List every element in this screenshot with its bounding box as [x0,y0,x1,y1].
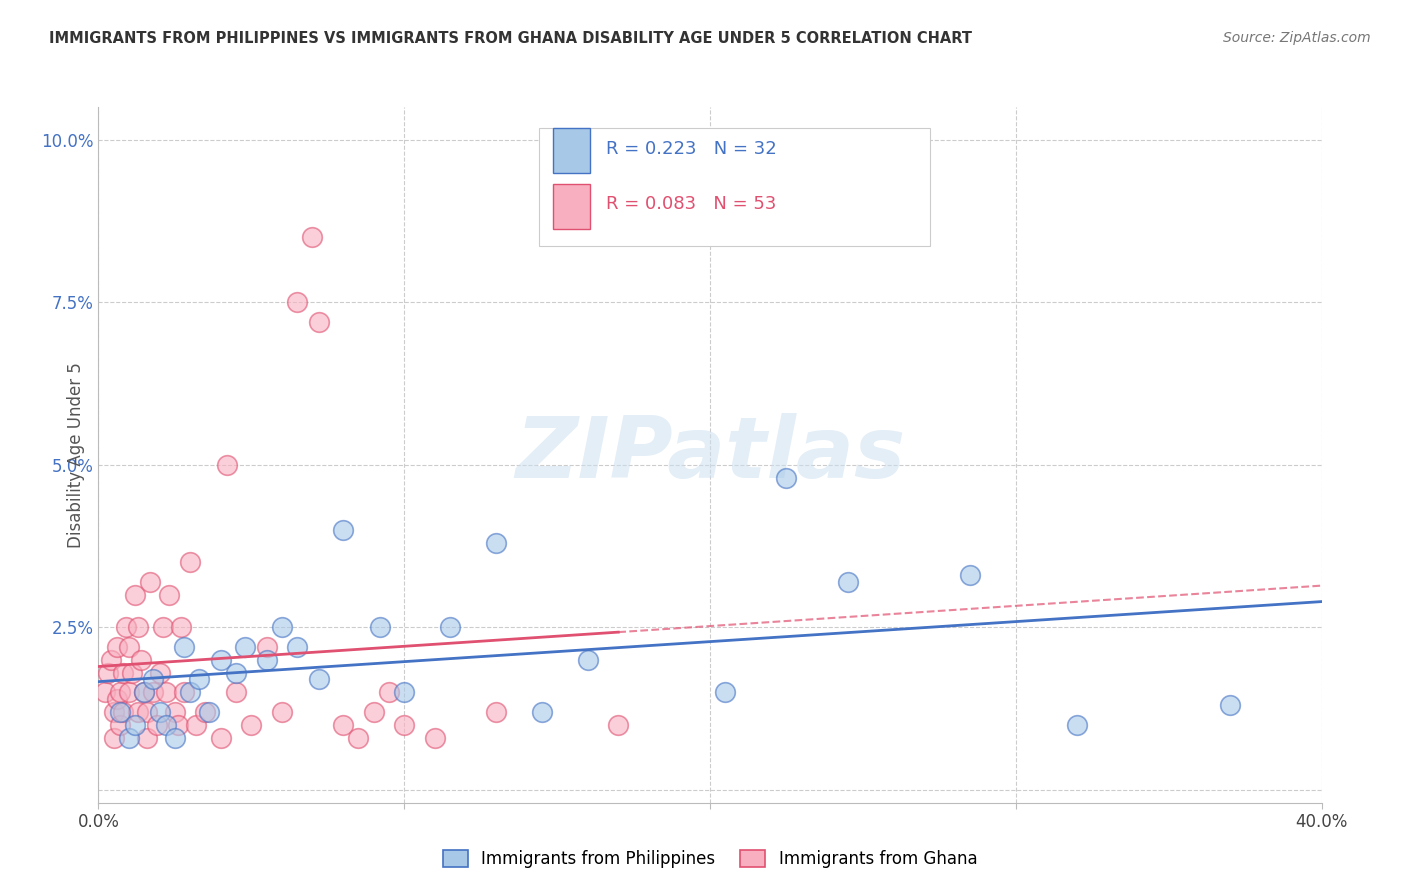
Text: ZIPatlas: ZIPatlas [515,413,905,497]
Point [959,568,981,582]
Point [225,685,247,699]
Point [155,685,177,699]
Point [439,620,461,634]
Point [136,705,159,719]
Point [118,731,141,745]
Point [240,718,263,732]
Point [485,535,508,549]
Point [127,620,149,634]
Point [308,315,330,329]
Point [142,672,165,686]
Point [837,574,859,589]
Point [285,640,308,654]
Point [423,731,446,745]
Point [209,731,232,745]
Point [136,731,159,745]
Point [134,685,156,699]
Point [152,620,174,634]
Point [363,705,385,719]
Point [145,718,167,732]
Point [121,665,143,680]
Point [194,705,217,719]
Point [256,640,278,654]
Point [129,653,152,667]
Point [157,588,180,602]
Point [100,653,122,667]
Point [108,685,131,699]
Point [714,685,737,699]
FancyBboxPatch shape [554,184,591,229]
Point [163,731,186,745]
FancyBboxPatch shape [554,128,591,173]
Text: IMMIGRANTS FROM PHILIPPINES VS IMMIGRANTS FROM GHANA DISABILITY AGE UNDER 5 CORR: IMMIGRANTS FROM PHILIPPINES VS IMMIGRANT… [49,31,972,46]
Point [392,685,416,699]
Point [111,665,134,680]
Legend: Immigrants from Philippines, Immigrants from Ghana: Immigrants from Philippines, Immigrants … [436,843,984,874]
Point [97,665,120,680]
Point [124,718,146,732]
Point [127,705,149,719]
Point [378,685,401,699]
Point [173,640,195,654]
Point [118,685,141,699]
Y-axis label: Disability Age Under 5: Disability Age Under 5 [66,362,84,548]
Point [179,685,201,699]
Point [233,640,256,654]
Point [485,705,508,719]
Point [163,705,186,719]
Point [332,523,354,537]
Point [103,705,125,719]
Point [332,718,354,732]
Point [775,471,797,485]
Text: R = 0.083   N = 53: R = 0.083 N = 53 [606,195,776,213]
Point [301,230,323,244]
Point [108,718,131,732]
Point [108,705,131,719]
Point [118,640,141,654]
Point [111,705,134,719]
Point [186,718,208,732]
Point [256,653,278,667]
Point [124,588,146,602]
Point [142,685,165,699]
Point [115,620,138,634]
Point [285,295,308,310]
Point [149,705,172,719]
Point [308,672,330,686]
Text: Source: ZipAtlas.com: Source: ZipAtlas.com [1223,31,1371,45]
Point [105,691,128,706]
Point [167,718,190,732]
Point [1066,718,1088,732]
Point [576,653,599,667]
Point [225,665,247,680]
Point [209,653,232,667]
FancyBboxPatch shape [538,128,931,246]
Point [347,731,370,745]
Point [1219,698,1241,713]
Point [103,731,125,745]
Point [105,640,128,654]
Point [215,458,238,472]
Point [139,574,162,589]
Point [170,620,193,634]
Text: R = 0.223   N = 32: R = 0.223 N = 32 [606,140,776,158]
Point [530,705,553,719]
Point [179,555,201,569]
Point [392,718,416,732]
Point [607,718,630,732]
Point [270,705,292,719]
Point [134,685,156,699]
Point [149,665,172,680]
Point [93,685,115,699]
Point [188,672,211,686]
Point [197,705,219,719]
Point [155,718,177,732]
Point [270,620,292,634]
Point [368,620,391,634]
Point [173,685,195,699]
